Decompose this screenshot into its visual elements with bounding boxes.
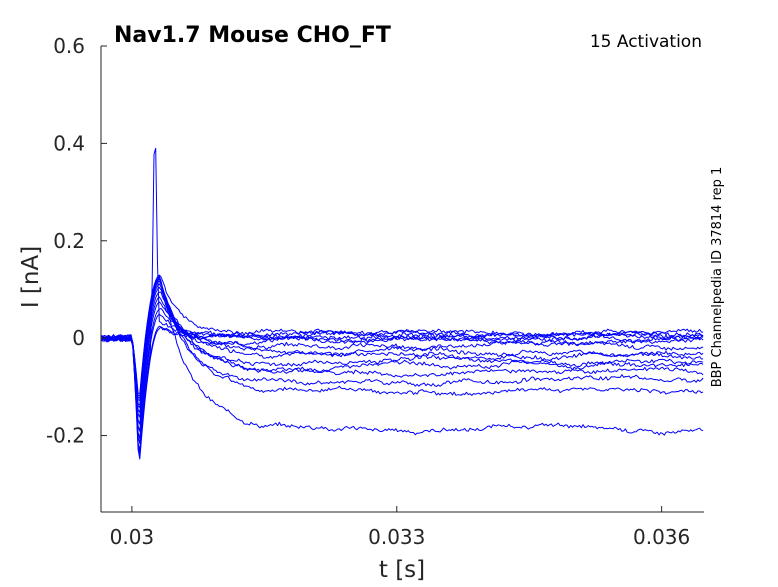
y-axis-label: I [nA]	[18, 246, 44, 308]
axes	[100, 46, 704, 513]
x-tick-label: 0.03	[110, 525, 155, 549]
protocol-annotation: 15 Activation	[590, 32, 702, 52]
current-trace	[100, 277, 704, 399]
y-tick-label: 0.4	[53, 131, 85, 155]
source-id-label: BBP Channelpedia ID 37814 rep 1	[710, 167, 725, 388]
x-tick-label: 0.033	[368, 525, 425, 549]
current-trace	[100, 283, 704, 408]
current-trace	[100, 301, 704, 432]
current-trace	[100, 286, 704, 413]
current-trace	[100, 274, 704, 394]
y-tick-label: -0.2	[46, 424, 85, 448]
x-tick-label: 0.036	[633, 525, 690, 549]
y-tick-label: 0.6	[53, 34, 85, 58]
current-trace	[100, 280, 704, 406]
y-tick-label: 0	[72, 326, 85, 350]
x-axis-label: t [s]	[379, 557, 425, 583]
current-trace	[100, 307, 704, 440]
y-tick-label: 0.2	[53, 229, 85, 253]
y-ticks: -0.2 0 0.2 0.4 0.6	[46, 34, 107, 448]
current-trace	[100, 291, 704, 418]
x-ticks: 0.03 0.033 0.036	[110, 506, 690, 549]
traces	[100, 147, 704, 460]
chart-title: Nav1.7 Mouse CHO_FT	[114, 23, 391, 48]
current-trace	[100, 275, 704, 436]
current-trace	[100, 278, 704, 401]
